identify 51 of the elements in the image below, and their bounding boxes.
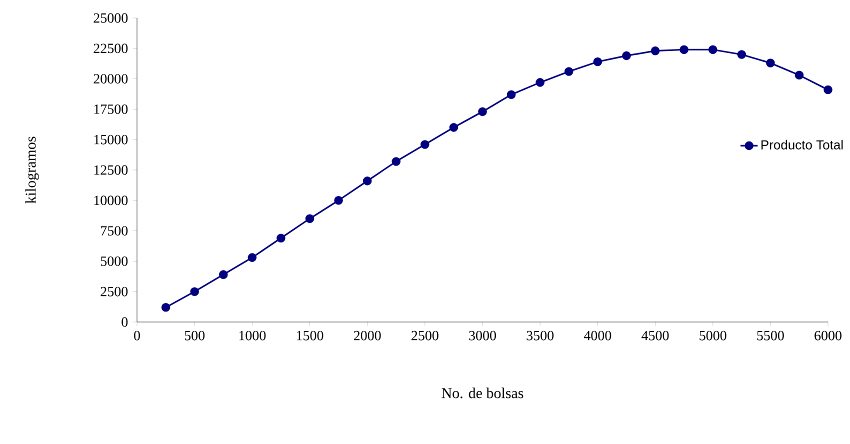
point [392, 157, 401, 166]
x-tick-label: 1500 [296, 330, 324, 340]
point [622, 51, 631, 60]
y-tick-label: 25000 [94, 13, 128, 23]
x-tick-label: 3000 [469, 330, 496, 340]
point [564, 67, 574, 76]
point [248, 253, 257, 262]
point [218, 270, 228, 279]
point [190, 287, 199, 296]
point [305, 214, 314, 224]
x-tick-label: 500 [184, 330, 205, 340]
point [708, 45, 718, 54]
y-tick-label: 7500 [101, 226, 128, 236]
y-tick-label: 12500 [94, 165, 128, 175]
y-tick-label: 15000 [94, 134, 128, 144]
y-tick-label: 2500 [100, 286, 128, 296]
point [824, 85, 832, 94]
x-tick-label: 4000 [584, 330, 612, 340]
point [506, 90, 516, 100]
point [794, 70, 804, 80]
y-tick-label: 5000 [100, 256, 128, 266]
y-tick-label: 20000 [94, 74, 128, 84]
point [362, 176, 372, 186]
x-tick-label: 2500 [412, 330, 438, 340]
y-axis-title: kilogramos [25, 136, 39, 204]
point [478, 107, 487, 116]
x-tick-label: 5500 [757, 330, 784, 340]
y-tick-label: 0 [122, 317, 128, 327]
point [680, 45, 688, 54]
y-tick-label: 22500 [94, 44, 128, 54]
point [737, 50, 746, 59]
point [334, 196, 343, 205]
x-tick-label: 5000 [700, 330, 726, 340]
y-tick-label: 10000 [94, 196, 128, 206]
x-tick-label: 4500 [642, 330, 669, 340]
y-tick-label: 17500 [94, 104, 128, 114]
point [449, 123, 458, 132]
x-tick-label: 6000 [814, 330, 842, 340]
point [593, 57, 602, 66]
point [766, 58, 775, 68]
legend-label: Producto Total [762, 140, 843, 150]
point [161, 303, 170, 312]
point [536, 78, 544, 87]
x-tick-label: 3500 [526, 330, 554, 340]
x-axis-title: No. de bolsas [442, 388, 524, 398]
point [276, 234, 286, 242]
x-tick-label: 0 [134, 330, 140, 340]
x-tick-label: 2000 [354, 330, 381, 340]
x-tick-label: 1000 [239, 330, 266, 340]
point [650, 46, 660, 56]
point [420, 140, 430, 149]
